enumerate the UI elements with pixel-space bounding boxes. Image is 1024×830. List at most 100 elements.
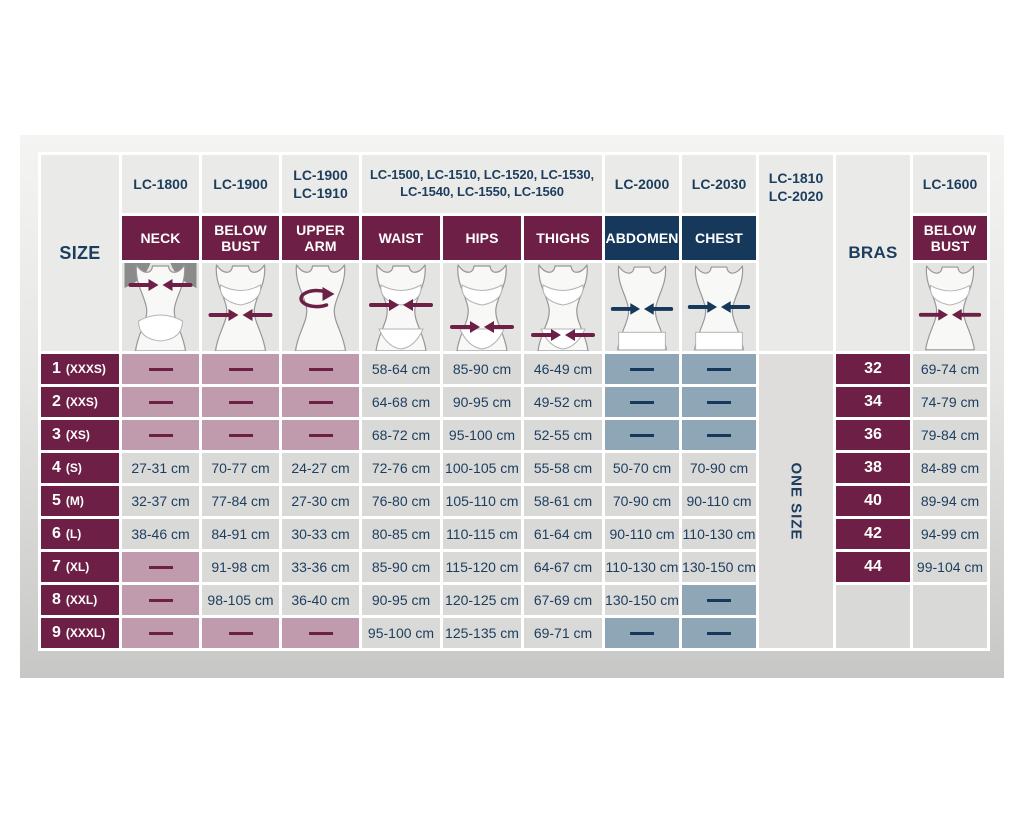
measurement-value-cell: 24-27 cm xyxy=(282,453,359,483)
measurement-value-cell: 100-105 cm xyxy=(443,453,521,483)
measurement-value-cell: 98-105 cm xyxy=(202,585,279,615)
dash-icon xyxy=(630,433,654,437)
bras-size-cell: 32 xyxy=(836,354,910,384)
col-label-upper-arm: UPPER ARM xyxy=(282,216,359,260)
not-available-cell xyxy=(282,618,359,648)
measurement-value-cell: 64-68 cm xyxy=(362,387,440,417)
col-label-text: WAIST xyxy=(378,229,424,246)
col-label-text: BELOW BUST xyxy=(214,221,267,254)
not-available-cell xyxy=(122,354,199,384)
bras-size-cell: 42 xyxy=(836,519,910,549)
dash-icon xyxy=(707,433,731,437)
size-code: (L) xyxy=(65,527,82,541)
not-available-cell xyxy=(122,552,199,582)
size-row-label-4: 4 (S) xyxy=(41,453,119,483)
measurement-value-cell: 32-37 cm xyxy=(122,486,199,516)
col-label-chest: CHEST xyxy=(682,216,756,260)
measurement-value-cell: 120-125 cm xyxy=(443,585,521,615)
below-bust-measure-figure-icon xyxy=(208,264,273,351)
figure-cell-chest xyxy=(682,263,756,351)
measurement-value-cell: 79-84 cm xyxy=(913,420,987,450)
measurement-value-cell: 64-67 cm xyxy=(524,552,602,582)
col-label-text: CHEST xyxy=(695,229,743,246)
not-available-cell xyxy=(282,420,359,450)
figure-cell-waist xyxy=(362,263,440,351)
measurement-value-cell: 61-64 cm xyxy=(524,519,602,549)
size-number: 4 xyxy=(52,459,61,476)
dash-icon xyxy=(148,598,173,602)
not-available-cell xyxy=(122,420,199,450)
col-label-abdomen: ABDOMEN xyxy=(605,216,679,260)
dash-icon xyxy=(308,400,333,404)
measurement-value-cell: 90-95 cm xyxy=(362,585,440,615)
size-number: 5 xyxy=(52,492,61,509)
model-code: LC-2020 xyxy=(768,188,824,205)
not-available-cell xyxy=(682,420,756,450)
not-available-cell xyxy=(202,387,279,417)
col-label-text: THIGHS xyxy=(536,229,590,246)
abdomen-measure-figure-icon xyxy=(610,265,674,351)
measurement-value-cell: 77-84 cm xyxy=(202,486,279,516)
hips-measure-figure-icon xyxy=(450,264,514,351)
waist-measure-figure-icon xyxy=(369,264,433,351)
dash-icon xyxy=(148,367,173,371)
size-row-label-5: 5 (M) xyxy=(41,486,119,516)
measurement-value-cell: 90-110 cm xyxy=(605,519,679,549)
measurement-value-cell: 49-52 cm xyxy=(524,387,602,417)
not-available-cell xyxy=(122,585,199,615)
measurement-value-cell: 70-77 cm xyxy=(202,453,279,483)
model-code: LC-1600 xyxy=(922,175,978,192)
measurement-value-cell: 85-90 cm xyxy=(443,354,521,384)
dash-icon xyxy=(228,367,253,371)
size-row-label-6: 6 (L) xyxy=(41,519,119,549)
size-row-label-1: 1 (XXXS) xyxy=(41,354,119,384)
below-bust-bra-measure-figure-icon xyxy=(918,265,982,351)
size-code: (M) xyxy=(65,494,84,508)
col-code-chest: LC-2030 xyxy=(682,155,756,213)
col-code-waist-hips-thighs: LC-1500, LC-1510, LC-1520, LC-1530, LC-1… xyxy=(362,155,602,213)
size-row-label-3: 3 (XS) xyxy=(41,420,119,450)
col-label-below-bust-bra: BELOW BUST xyxy=(913,216,987,260)
bras-empty-cell xyxy=(836,585,910,648)
measurement-value-cell: 58-61 cm xyxy=(524,486,602,516)
measurement-value-cell: 130-150 cm xyxy=(605,585,679,615)
measurement-value-cell: 84-91 cm xyxy=(202,519,279,549)
size-code: (XXXL) xyxy=(65,626,106,640)
size-number: 7 xyxy=(52,558,61,575)
not-available-cell xyxy=(282,354,359,384)
measurement-value-cell: 90-110 cm xyxy=(682,486,756,516)
one-size-cell: ONE SIZE xyxy=(759,354,833,648)
col-label-hips: HIPS xyxy=(443,216,521,260)
measurement-value-cell: 105-110 cm xyxy=(443,486,521,516)
size-number: 1 xyxy=(52,360,61,377)
dash-icon xyxy=(148,565,173,569)
dash-icon xyxy=(308,433,333,437)
dash-icon xyxy=(630,400,654,404)
dash-icon xyxy=(148,631,173,635)
neck-measure-figure-icon xyxy=(124,263,197,351)
measurement-value-cell: 110-115 cm xyxy=(443,519,521,549)
measurement-value-cell: 67-69 cm xyxy=(524,585,602,615)
thighs-measure-figure-icon xyxy=(531,264,595,351)
one-size-label: ONE SIZE xyxy=(787,461,805,541)
measurement-value-cell: 95-100 cm xyxy=(443,420,521,450)
dash-icon xyxy=(228,631,253,635)
dash-icon xyxy=(630,367,654,371)
measurement-value-cell: 110-130 cm xyxy=(682,519,756,549)
not-available-cell xyxy=(202,354,279,384)
measurement-value-cell: 69-71 cm xyxy=(524,618,602,648)
size-number: 9 xyxy=(52,624,61,641)
measurement-value-cell: 72-76 cm xyxy=(362,453,440,483)
measurement-value-cell: 91-98 cm xyxy=(202,552,279,582)
dash-icon xyxy=(308,631,333,635)
measurement-value-cell: 27-31 cm xyxy=(122,453,199,483)
col-label-text: UPPER ARM xyxy=(296,221,345,254)
not-available-cell xyxy=(682,354,756,384)
col-code-upper-arm: LC-1900 LC-1910 xyxy=(282,155,359,213)
model-code: LC-2000 xyxy=(614,175,670,192)
bras-column-header: BRAS xyxy=(836,155,910,351)
not-available-cell xyxy=(605,618,679,648)
measurement-value-cell: 27-30 cm xyxy=(282,486,359,516)
model-code: LC-1910 xyxy=(293,185,348,201)
not-available-cell xyxy=(202,618,279,648)
